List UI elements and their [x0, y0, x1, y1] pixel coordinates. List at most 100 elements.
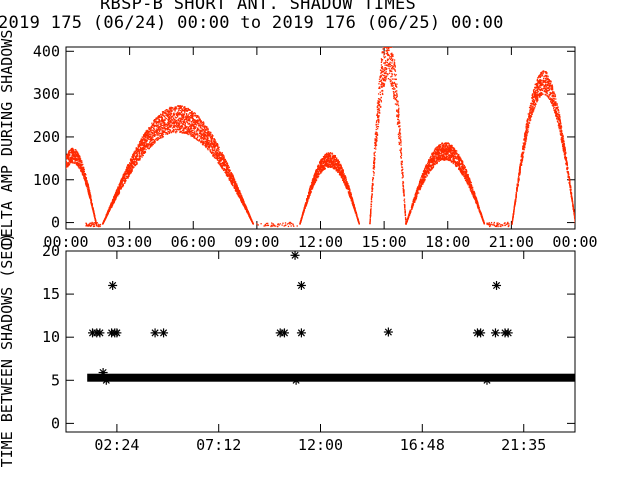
amp-point	[394, 69, 396, 71]
amp-point	[177, 122, 180, 125]
amp-point	[141, 144, 143, 146]
amp-point	[175, 122, 177, 124]
amp-point	[195, 116, 198, 119]
amp-point	[154, 141, 156, 143]
amp-point	[317, 164, 320, 166]
amp-point	[388, 48, 390, 50]
amp-point	[319, 165, 321, 167]
amp-point	[371, 193, 373, 195]
amp-point	[345, 187, 348, 189]
amp-point	[331, 153, 334, 155]
amp-point	[375, 120, 378, 122]
amp-point	[157, 122, 160, 124]
amp-point	[120, 187, 122, 189]
amp-point	[205, 142, 207, 144]
amp-point	[145, 142, 147, 144]
amp-point	[333, 159, 335, 162]
amp-point	[169, 108, 171, 110]
amp-point	[123, 175, 126, 177]
amp-point	[248, 213, 251, 216]
amp-point	[185, 110, 188, 112]
amp-point	[308, 189, 311, 191]
amp-point	[371, 188, 374, 191]
amp-point	[230, 180, 233, 182]
amp-point	[193, 135, 196, 137]
amp-point	[180, 107, 182, 109]
amp-point	[307, 195, 309, 197]
amp-point	[176, 124, 178, 126]
amp-point	[378, 103, 381, 106]
amp-point	[161, 132, 164, 135]
amp-point	[309, 186, 311, 189]
amp-point	[403, 194, 405, 196]
amp-point	[145, 146, 147, 148]
amp-point	[339, 164, 341, 167]
amp-point	[154, 121, 156, 123]
amp-point	[211, 142, 213, 144]
amp-point	[207, 146, 210, 148]
amp-point	[185, 116, 188, 118]
amp-point	[191, 124, 193, 126]
amp-point	[303, 210, 305, 212]
amp-point	[369, 221, 371, 223]
amp-point	[172, 107, 174, 109]
amp-point	[375, 123, 377, 126]
amp-point	[302, 211, 305, 214]
amp-point	[394, 83, 397, 85]
amp-point	[248, 215, 250, 217]
amp-point	[141, 148, 143, 151]
amp-point	[245, 209, 247, 211]
amp-point	[160, 120, 162, 122]
amp-point	[374, 142, 376, 144]
amp-point	[226, 168, 229, 170]
amp-point	[188, 118, 191, 120]
amp-point	[154, 119, 156, 121]
amp-point	[172, 122, 175, 124]
amp-point	[369, 218, 371, 220]
amp-point	[344, 179, 346, 182]
amp-point	[378, 118, 380, 120]
amp-point	[324, 155, 326, 157]
amp-point	[198, 130, 201, 132]
amp-point	[389, 63, 392, 66]
amp-point	[148, 128, 150, 130]
amp-point	[153, 124, 156, 127]
amp-point	[214, 139, 216, 141]
amp-point	[196, 138, 198, 141]
amp-point	[124, 174, 126, 176]
amp-point	[161, 118, 163, 120]
amp-frame	[65, 46, 576, 230]
amp-point	[115, 191, 118, 194]
amp-point	[120, 178, 123, 180]
amp-point	[177, 108, 179, 110]
amp-point	[377, 102, 380, 105]
amp-point	[206, 145, 208, 147]
amp-point	[212, 153, 214, 156]
amp-point	[323, 160, 326, 162]
amp-point	[374, 133, 377, 135]
amp-point	[404, 213, 407, 216]
amp-point	[312, 185, 314, 188]
amp-point	[191, 135, 193, 138]
amp-point	[148, 147, 151, 149]
amp-point	[393, 59, 396, 61]
amp-point	[143, 145, 145, 148]
amp-point	[391, 43, 392, 44]
amp-point	[403, 189, 405, 192]
amp-point	[207, 147, 209, 149]
amp-point	[226, 167, 229, 169]
amp-point	[193, 119, 195, 121]
amp-point	[464, 170, 466, 172]
amp-point	[142, 152, 145, 154]
amp-point	[181, 115, 183, 118]
amp-point	[123, 173, 125, 175]
amp-point	[213, 143, 215, 145]
amp-point	[374, 155, 376, 157]
amp-point	[382, 68, 384, 70]
amp-point	[149, 138, 151, 141]
amp-point	[156, 137, 158, 140]
amp-point	[226, 165, 228, 168]
amp-point	[129, 164, 132, 166]
amp-point	[313, 173, 316, 176]
